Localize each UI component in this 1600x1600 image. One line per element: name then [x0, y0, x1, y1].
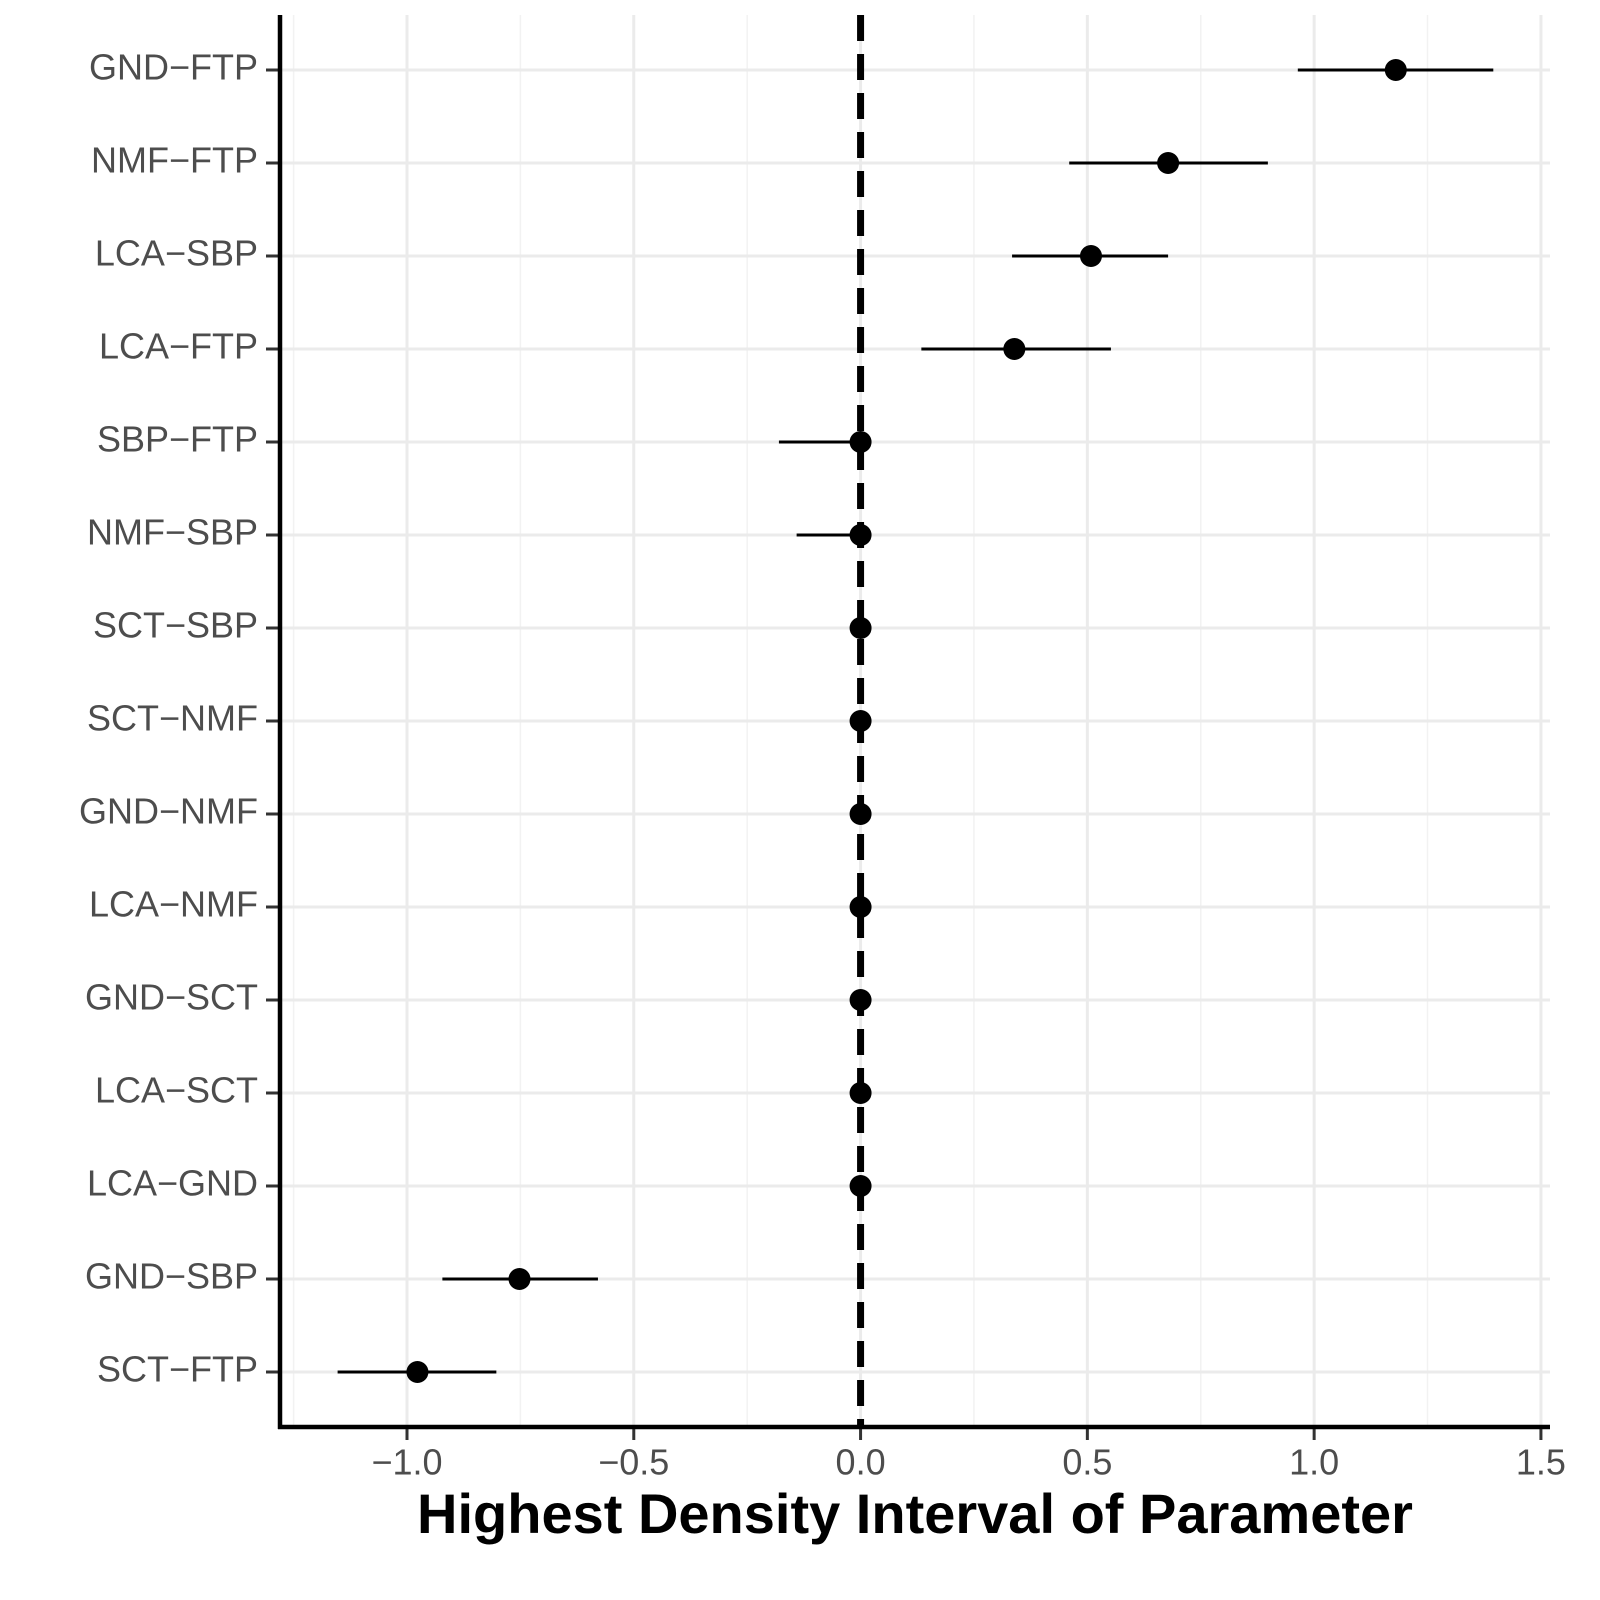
y-tick-label: LCA−GND	[87, 1163, 258, 1204]
point	[849, 1175, 872, 1197]
x-tick-label: −1.0	[371, 1442, 442, 1483]
y-tick-label: LCA−FTP	[99, 326, 258, 367]
y-tick-label: NMF−FTP	[91, 140, 258, 181]
x-axis-label: Highest Density Interval of Parameter	[417, 1482, 1413, 1545]
point	[1003, 338, 1026, 360]
x-tick-label: 0.0	[836, 1442, 886, 1483]
y-tick-label: SCT−SBP	[93, 605, 258, 646]
y-tick-label: GND−NMF	[79, 791, 258, 832]
point	[406, 1361, 429, 1383]
y-tick-label: GND−SBP	[85, 1256, 258, 1297]
point	[1079, 245, 1102, 267]
x-tick-label: 1.5	[1516, 1442, 1566, 1483]
point	[849, 989, 872, 1011]
x-tick-label: 0.5	[1062, 1442, 1112, 1483]
point	[1384, 59, 1407, 81]
point	[849, 431, 872, 453]
y-tick-label: GND−SCT	[85, 977, 258, 1018]
x-tick-label: −0.5	[598, 1442, 669, 1483]
y-tick-label: LCA−SCT	[95, 1070, 258, 1111]
y-tick-label: SCT−FTP	[97, 1349, 258, 1390]
y-tick-label: NMF−SBP	[87, 512, 258, 553]
point	[1157, 152, 1180, 174]
point	[849, 896, 872, 918]
y-tick-label: LCA−NMF	[89, 884, 258, 925]
y-tick-label: SBP−FTP	[97, 419, 258, 460]
point	[849, 803, 872, 825]
y-tick-label: SCT−NMF	[87, 698, 258, 739]
point	[508, 1268, 531, 1290]
x-tick-label: 1.0	[1289, 1442, 1339, 1483]
point	[849, 710, 872, 732]
y-tick-label: LCA−SBP	[95, 233, 258, 274]
point	[849, 524, 872, 546]
point	[849, 1082, 872, 1104]
point	[849, 617, 872, 639]
y-tick-label: GND−FTP	[89, 47, 258, 88]
